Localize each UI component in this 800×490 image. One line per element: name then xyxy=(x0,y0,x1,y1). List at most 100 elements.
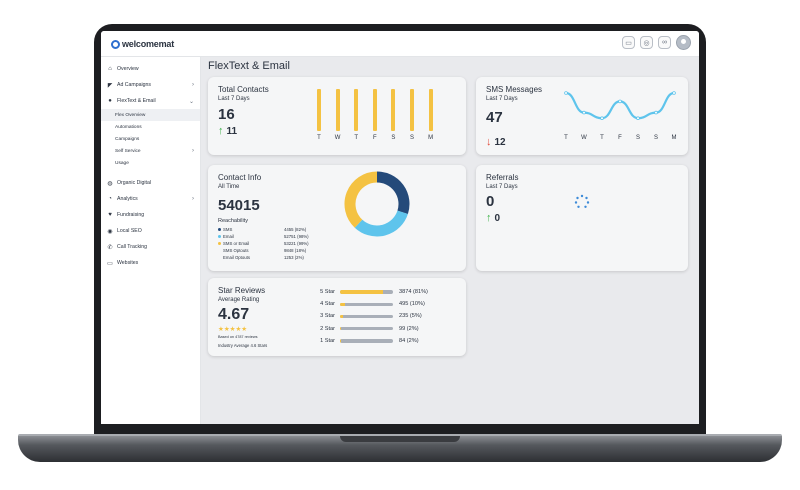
sms-point xyxy=(600,116,604,121)
chat-icon: ● xyxy=(108,98,112,104)
rating-stars: ★★★★★ xyxy=(218,326,248,333)
reach-value: 4455 (82%) xyxy=(284,227,307,232)
bar-column: W xyxy=(335,89,341,141)
x-tick-label: S xyxy=(636,135,640,141)
sidebar-item-overview[interactable]: ⌂ Overview xyxy=(101,61,200,77)
sidebar-subitem-label: Flex Overview xyxy=(115,112,146,118)
sms-series-line xyxy=(565,91,675,120)
donut-slice xyxy=(376,171,410,215)
heart-icon: ♥ xyxy=(108,212,112,218)
sidebar-subitem-usage[interactable]: Usage xyxy=(101,157,200,169)
referrals-value: 0 xyxy=(486,193,495,210)
chart-bar xyxy=(409,89,414,131)
globe-icon: ◍ xyxy=(107,180,113,187)
reach-label: Email Optouts xyxy=(223,255,250,260)
card-title: Referrals xyxy=(486,173,519,182)
sidebar-subitem-self-service[interactable]: Self Service › xyxy=(101,145,200,157)
sidebar-item-fundraising[interactable]: ♥ Fundraising xyxy=(101,207,200,223)
card-period: Last 7 Days xyxy=(486,184,518,190)
sidebar-subitem-campaigns[interactable]: Campaigns xyxy=(101,133,200,145)
inbox-icon[interactable]: ▭ xyxy=(622,36,635,49)
sidebar-item-flextext-email[interactable]: ● FlexText & Email ⌄ xyxy=(101,93,200,109)
x-tick-label: S xyxy=(409,135,414,141)
home-icon: ⌂ xyxy=(108,66,112,72)
star-label: 5 Star xyxy=(320,289,335,296)
star-bar-track xyxy=(340,326,393,331)
industry-average-text: Industry Average 4.6 Stars xyxy=(218,343,268,348)
megaphone-icon: ◤ xyxy=(107,82,113,89)
star-bar-track xyxy=(340,314,393,319)
reach-label: SMS Optouts xyxy=(223,248,249,253)
sidebar-subitem-label: Automations xyxy=(115,124,142,130)
top-bar: welcomemat ▭ ◎ ∞ xyxy=(101,31,699,57)
sidebar-item-websites[interactable]: ▭ Websites xyxy=(101,255,200,271)
star-row: 5 Star 3874 (81%) xyxy=(314,286,464,298)
reach-row: SMS or Email 53221 (99%) xyxy=(218,240,328,247)
star-bar-track xyxy=(340,339,393,343)
star-bar-track xyxy=(340,290,393,294)
reach-value: 1253 (2%) xyxy=(284,255,304,260)
referrals-card[interactable]: Referrals Last 7 Days 0 ↑ 0 xyxy=(476,165,688,271)
star-value: 235 (5%) xyxy=(399,313,422,320)
x-tick-label: M xyxy=(428,135,434,141)
page-title: FlexText & Email xyxy=(208,60,290,72)
star-bar-fill xyxy=(340,326,342,331)
delta-value: 0 xyxy=(494,212,501,224)
chart-bar xyxy=(391,89,396,131)
star-bar-track xyxy=(340,302,393,307)
sms-messages-delta: ↓ 12 xyxy=(486,136,506,148)
arrow-down-icon: ↓ xyxy=(486,136,492,148)
sidebar-item-ad-campaigns[interactable]: ◤ Ad Campaigns › xyxy=(101,77,200,93)
bar-column: S xyxy=(409,89,415,141)
total-contacts-card[interactable]: Total Contacts Last 7 Days 16 ↑ 11 T W T F S… xyxy=(208,77,466,155)
card-title: Star Reviews xyxy=(218,286,266,295)
total-contacts-value: 16 xyxy=(218,106,235,123)
x-tick-label: F xyxy=(372,135,377,141)
sidebar-item-label: Overview xyxy=(117,66,139,72)
donut-slice xyxy=(354,210,408,237)
star-reviews-card[interactable]: Star Reviews Average Rating 4.67 ★★★★★ B… xyxy=(208,278,466,356)
phone-icon: ✆ xyxy=(107,244,113,251)
bar-column: T xyxy=(353,89,359,141)
logo[interactable]: welcomemat xyxy=(111,39,174,49)
sidebar-item-label: FlexText & Email xyxy=(117,98,156,104)
star-row: 4 Star 495 (10%) xyxy=(314,298,464,310)
sidebar-subitem-label: Usage xyxy=(115,160,129,166)
star-value: 3874 (81%) xyxy=(399,289,428,296)
sidebar-item-local-seo[interactable]: ◉ Local SEO xyxy=(101,223,200,239)
x-tick-label: W xyxy=(334,135,341,141)
sidebar-subitem-label: Campaigns xyxy=(115,136,140,142)
x-tick-label: T xyxy=(600,135,604,141)
avatar[interactable] xyxy=(676,35,691,50)
chevron-right-icon: › xyxy=(192,196,194,202)
link-icon[interactable]: ∞ xyxy=(658,36,671,49)
sidebar-subitem-automations[interactable]: Automations xyxy=(101,121,200,133)
sidebar-item-call-tracking[interactable]: ✆ Call Tracking xyxy=(101,239,200,255)
sidebar-item-analytics[interactable]: ◔ Analytics › xyxy=(101,191,200,207)
sidebar-subitem-label: Self Service xyxy=(115,148,141,154)
reach-value: 52751 (98%) xyxy=(284,234,309,239)
x-tick-label: T xyxy=(317,135,321,141)
reach-value: 9848 (18%) xyxy=(284,248,307,253)
referrals-delta: ↑ 0 xyxy=(486,212,500,224)
card-period: All Time xyxy=(218,184,240,190)
sidebar-item-label: Fundraising xyxy=(117,212,145,218)
star-value: 84 (2%) xyxy=(399,337,419,344)
x-tick-label: S xyxy=(391,135,396,141)
logo-mark-icon xyxy=(111,39,120,49)
sidebar-subitem-flex-overview[interactable]: Flex Overview xyxy=(101,109,200,121)
sms-point xyxy=(636,116,640,121)
sidebar-item-organic-digital[interactable]: ◍ Organic Digital xyxy=(101,175,200,191)
sms-point xyxy=(654,110,658,115)
x-tick-label: T xyxy=(354,135,359,141)
support-icon[interactable]: ◎ xyxy=(640,36,653,49)
reach-row: SMS 4455 (82%) xyxy=(218,226,328,233)
contact-info-card[interactable]: Contact Info All Time 54015 Reachability… xyxy=(208,165,466,271)
sidebar-item-label: Call Tracking xyxy=(117,244,147,250)
sms-messages-card[interactable]: SMS Messages Last 7 Days 47 ↓ 12 T W T F S S M xyxy=(476,77,688,155)
monitor-icon: ▭ xyxy=(107,260,113,267)
star-label: 4 Star xyxy=(320,301,335,308)
sms-point xyxy=(672,91,676,95)
based-on-text: Based on 4787 reviews xyxy=(218,335,258,339)
